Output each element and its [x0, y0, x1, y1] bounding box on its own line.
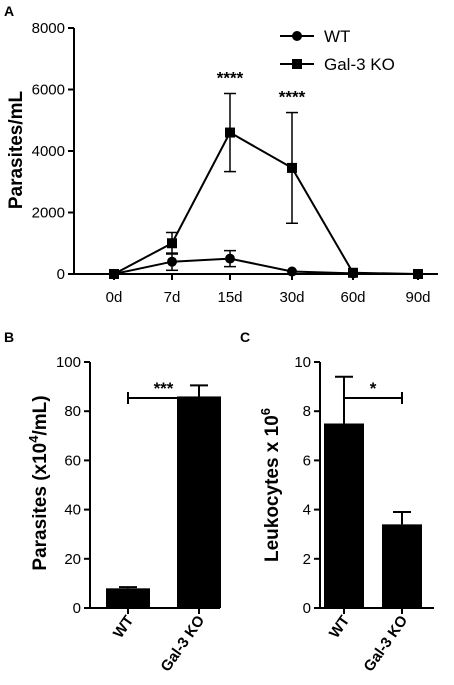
panel-b-y-tick-label: 60 — [64, 452, 81, 469]
panel-c-y-tick-label: 4 — [303, 502, 311, 519]
series-ko-point — [287, 162, 297, 173]
series-ko-point — [225, 127, 235, 138]
panel-b-y-tick-label: 20 — [64, 551, 81, 568]
series-wt-point — [287, 266, 297, 277]
panel-c-y-axis-label: Leukocytes x 106 — [258, 408, 283, 562]
panel-a-legend: WT Gal-3 KO — [280, 27, 395, 74]
panel-c-y-tick-label: 2 — [303, 551, 311, 568]
panel-a-y-axis-label: Parasites/mL — [6, 90, 27, 209]
series-ko-point — [348, 267, 358, 278]
panel-a-x-tick-label: 60d — [340, 289, 365, 306]
panel-c-significance-label: * — [370, 379, 377, 398]
panel-b-letter: B — [4, 329, 14, 345]
panel-c-bar-gal3-ko — [382, 524, 422, 608]
panel-c-y-tick-label: 10 — [294, 354, 311, 371]
legend-wt-marker — [292, 31, 302, 41]
panel-a-y-tick-label: 2000 — [32, 205, 65, 222]
panel-a-y-tick-label: 0 — [57, 266, 65, 283]
panel-b-x-tick-label: Gal-3 KO — [158, 612, 209, 675]
panel-a-x-tick-label: 7d — [164, 289, 181, 306]
series-ko-point — [413, 269, 423, 279]
panel-c-y-label-sup: 6 — [258, 408, 273, 415]
panel-b-bar-chart: B Parasites (x104/mL) 0 20 40 60 80 100 WT Gal-… — [4, 329, 221, 675]
panel-a-significance-label: **** — [279, 88, 306, 107]
series-wt-point — [167, 256, 177, 267]
panel-a-letter: A — [4, 3, 14, 19]
panel-b-x-tick-label: WT — [110, 613, 137, 642]
series-wt-point — [225, 253, 235, 264]
panel-b-y-tick-label: 0 — [73, 600, 81, 617]
panel-b-y-label-sup: 4 — [26, 435, 41, 443]
series-ko-point — [167, 238, 177, 249]
panel-a-x-tick-label: 30d — [279, 289, 304, 306]
panel-a-y-tick-label: 6000 — [32, 82, 65, 99]
panel-b-y-label-end: /mL) — [30, 395, 51, 435]
panel-b-bar-gal3-ko — [177, 396, 221, 608]
panel-a-y-tick-label: 4000 — [32, 143, 65, 160]
panel-b-y-label-main: Parasites (x10 — [30, 443, 51, 571]
panel-a-y-tick-label: 8000 — [32, 20, 65, 37]
series-ko-line — [113, 131, 419, 275]
panel-a-line-chart: A Parasites/mL WT Gal-3 KO 0 2000 4000 6000… — [4, 3, 438, 306]
legend-ko-marker — [292, 59, 302, 69]
legend-wt-label: WT — [324, 27, 350, 46]
panel-c-bar-wt — [324, 423, 364, 608]
panel-b-y-tick-label: 80 — [64, 403, 81, 420]
panel-c-x-tick-label: WT — [326, 613, 353, 642]
panel-b-significance-label: *** — [154, 379, 174, 398]
panel-c-y-tick-label: 0 — [303, 600, 311, 617]
series-ko-point — [109, 269, 119, 279]
panel-b-y-axis-label: Parasites (x104/mL) — [26, 395, 51, 570]
panel-a-x-tick-label: 15d — [217, 289, 242, 306]
panel-c-letter: C — [240, 329, 250, 345]
panel-b-y-tick-label: 100 — [56, 354, 81, 371]
panel-a-x-tick-label: 90d — [405, 289, 430, 306]
panel-a-x-tick-label: 0d — [106, 289, 123, 306]
panel-c-y-label-main: Leukocytes x 10 — [262, 415, 283, 562]
panel-a-significance-label: **** — [217, 68, 244, 87]
panel-c-y-tick-label: 6 — [303, 452, 311, 469]
legend-ko-label: Gal-3 KO — [324, 55, 395, 74]
panel-c-y-tick-label: 8 — [303, 403, 311, 420]
panel-b-bar-wt — [106, 588, 150, 608]
panel-c-x-tick-label: Gal-3 KO — [361, 612, 412, 675]
panel-b-y-tick-label: 40 — [64, 502, 81, 519]
